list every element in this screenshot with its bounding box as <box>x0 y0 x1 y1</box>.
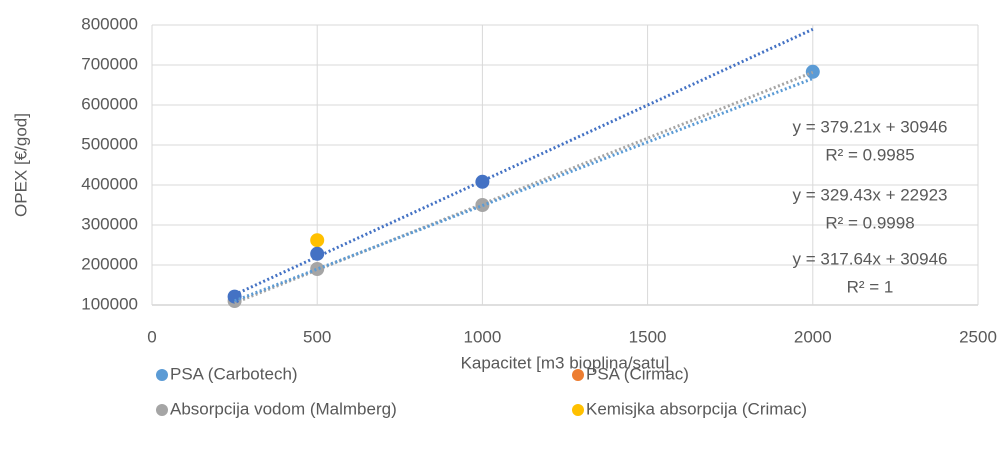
y-tick-label: 400000 <box>81 174 138 193</box>
x-tick-label: 500 <box>303 327 331 346</box>
data-point <box>310 233 325 248</box>
legend-label: PSA (Carbotech) <box>170 364 298 383</box>
trendline-equation: y = 317.64x + 30946 <box>792 249 947 268</box>
y-tick-label: 200000 <box>81 254 138 273</box>
legend-label: Kemisjka absorpcija (Crimac) <box>586 399 807 418</box>
trendline-r2: R² = 1 <box>847 277 894 296</box>
trendline <box>233 27 814 297</box>
y-tick-label: 300000 <box>81 214 138 233</box>
trendline <box>234 77 814 303</box>
legend-marker <box>572 369 584 381</box>
y-tick-label: 700000 <box>81 54 138 73</box>
x-tick-label: 1000 <box>463 327 501 346</box>
x-tick-label: 2000 <box>794 327 832 346</box>
data-point <box>227 289 242 304</box>
y-axis-label: OPEX [€/god] <box>11 113 30 217</box>
y-tick-label: 800000 <box>81 14 138 33</box>
legend-marker <box>572 404 584 416</box>
data-point <box>310 262 325 276</box>
y-tick-label: 100000 <box>81 294 138 313</box>
x-axis-label: Kapacitet [m3 bioplina/satu] <box>461 353 670 372</box>
x-tick-label: 1500 <box>629 327 667 346</box>
x-tick-label: 2500 <box>959 327 997 346</box>
trendline <box>234 70 814 305</box>
trendline-equation: y = 379.21x + 30946 <box>792 117 947 136</box>
data-point <box>475 174 490 189</box>
trendline-r2: R² = 0.9985 <box>825 145 914 164</box>
legend-marker <box>156 369 168 381</box>
y-tick-label: 600000 <box>81 94 138 113</box>
x-tick-label: 0 <box>147 327 156 346</box>
legend-label: Absorpcija vodom (Malmberg) <box>170 399 397 418</box>
trendline-r2: R² = 0.9998 <box>825 213 914 232</box>
trendline-equation: y = 329.43x + 22923 <box>792 185 947 204</box>
legend-label: PSA (Cirmac) <box>586 364 689 383</box>
legend-marker <box>156 404 168 416</box>
y-tick-label: 500000 <box>81 134 138 153</box>
data-point <box>805 64 820 79</box>
